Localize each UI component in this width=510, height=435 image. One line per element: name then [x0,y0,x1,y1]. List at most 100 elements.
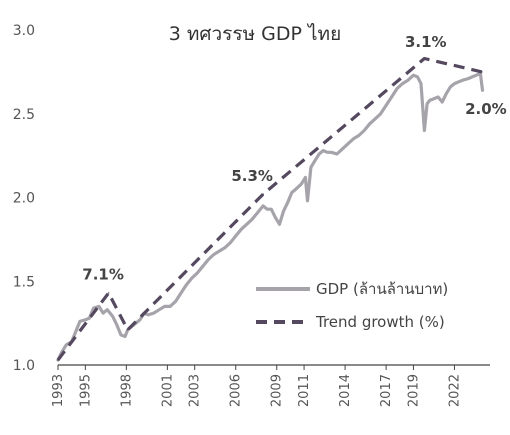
data-point [412,74,415,76]
data-point [314,159,316,162]
series-0 [56,71,485,362]
data-point [79,320,81,323]
data-point [336,153,338,155]
data-point [147,314,149,316]
data-point [330,151,333,154]
data-point [196,272,199,274]
annotations: 7.1% 5.3% 3.1% 2.0% [82,33,506,284]
data-point [256,211,259,214]
data-point [152,312,155,314]
x-tick-label: 1993 [51,374,66,407]
x-tick-label: 2003 [188,374,203,407]
data-point [467,77,469,80]
data-point [126,329,129,331]
chart-title: 3 ทศวรรษ GDP ไทย [169,23,341,45]
x-tick-label: 1998 [119,374,134,407]
data-point [441,101,444,103]
data-point [304,176,307,179]
y-tick-label: 2.0 [13,191,35,207]
data-point [107,292,110,294]
data-point [57,359,59,361]
data-point [291,191,293,194]
data-point [300,183,303,185]
growth-annotation: 5.3% [231,167,273,185]
data-point [116,324,118,326]
data-point [416,76,419,78]
data-point [322,149,325,152]
x-tick-label: 2001 [160,374,175,407]
growth-annotation: 7.1% [82,266,124,284]
data-point [274,216,277,219]
data-point [158,308,160,311]
legend-label: GDP (ล้านล้านบาท) [316,280,448,298]
data-point [218,250,221,252]
data-point [457,81,460,83]
data-point [102,312,104,314]
data-point [310,166,312,169]
data-point [401,82,404,85]
y-tick-label: 1.0 [13,358,35,374]
data-point [266,208,269,210]
data-point [423,129,426,132]
data-point [374,118,377,120]
x-tick-label: 2019 [406,374,421,407]
data-point [98,305,100,308]
data-point [92,307,95,309]
data-point [341,148,344,150]
x-tick-label: 1995 [78,374,93,407]
data-point [426,102,428,105]
data-point [213,253,215,256]
data-point [169,305,171,308]
x-tick-label: 2022 [447,374,462,407]
trend-growth-line [56,56,483,361]
data-point [282,210,285,212]
data-point [481,71,483,73]
growth-annotation: 3.1% [405,33,447,51]
data-point [234,235,237,237]
data-point [420,82,422,85]
data-point [185,283,188,286]
data-point [379,113,382,115]
data-point [88,317,91,319]
data-point [449,86,452,88]
data-point [363,129,366,132]
x-axis: 1993 1995 1998 2001 2003 2006 2009 2011 2014 2017… [51,364,490,407]
data-point [286,201,289,204]
data-point [229,241,232,244]
data-point [278,223,281,226]
x-tick-label: 2006 [229,374,244,407]
data-point [245,223,248,226]
data-point [180,292,182,294]
data-point [429,99,431,102]
data-point [433,97,435,100]
data-point [65,344,67,346]
data-point [295,188,297,190]
data-point [262,193,264,195]
y-axis: 1.0 1.5 2.0 2.5 3.0 [13,23,35,374]
data-point [202,265,204,268]
data-point [191,277,193,279]
data-point [461,79,464,81]
data-point [385,104,387,107]
data-point [251,218,253,221]
x-tick-label: 2011 [297,374,312,407]
y-tick-label: 2.5 [13,107,35,123]
data-point [390,96,393,98]
data-point [207,258,210,261]
y-tick-label: 3.0 [13,23,35,39]
data-point [352,138,355,140]
data-point [481,89,484,92]
plot-area [56,56,485,362]
data-point [423,57,426,60]
data-point [445,92,448,95]
data-point [106,308,108,311]
data-point [347,143,349,145]
data-point [358,134,360,137]
data-point [111,315,114,318]
data-point [163,305,166,308]
series-1 [56,56,483,361]
data-point [437,96,439,98]
data-point [326,151,329,154]
data-point [174,300,177,303]
